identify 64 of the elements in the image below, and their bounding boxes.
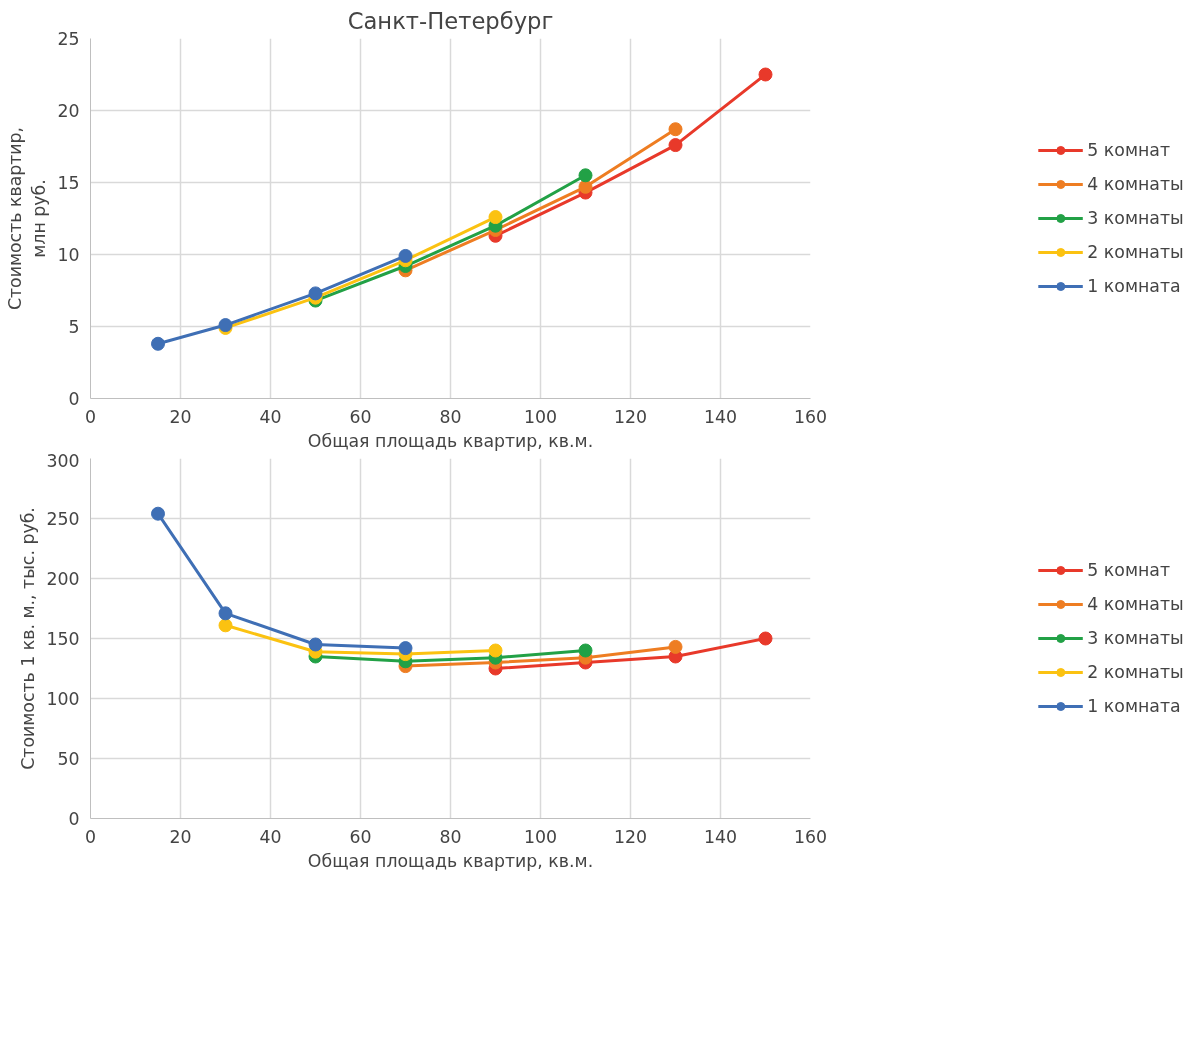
y-tick-label: 100 [46, 689, 80, 709]
x-tick-label: 100 [523, 406, 558, 427]
point [578, 168, 593, 183]
x-tick-label: 120 [613, 406, 648, 427]
y-tick-label: 10 [57, 245, 80, 265]
point [668, 639, 683, 654]
legend-label: 3 комнаты [1087, 628, 1184, 648]
legend-label: 2 комнаты [1087, 662, 1184, 682]
chart-title: Санкт-Петербург [347, 7, 554, 34]
x-tick-label: 140 [703, 406, 738, 427]
point [488, 643, 503, 658]
point [578, 643, 593, 658]
point [398, 248, 413, 263]
x-tick-label: 160 [793, 826, 828, 847]
x-axis-title: Общая площадь квартир, кв.м. [307, 850, 594, 871]
x-tick-label: 0 [84, 826, 97, 847]
legend-label: 4 комнаты [1087, 174, 1184, 194]
x-tick-label: 40 [259, 826, 282, 847]
y-tick-label: 200 [46, 569, 80, 589]
y-tick-label: 0 [68, 809, 80, 829]
x-tick-label: 20 [169, 406, 192, 427]
point [488, 210, 503, 225]
legend-label: 5 комнат [1087, 140, 1171, 160]
y-tick-label: 20 [57, 101, 80, 121]
point [151, 336, 165, 351]
x-tick-label: 160 [793, 406, 828, 427]
y-axis-title: Стоимость квартир, млн руб. [5, 126, 50, 311]
legend-label: 2 комнаты [1087, 242, 1184, 262]
y-tick-label: 5 [68, 317, 80, 337]
y-tick-label: 25 [57, 29, 80, 49]
point [668, 122, 683, 137]
legend-label: 3 комнаты [1087, 208, 1184, 228]
x-tick-label: 20 [169, 826, 192, 847]
x-tick-label: 120 [613, 826, 648, 847]
x-tick-label: 60 [349, 826, 372, 847]
legend-label: 5 комнат [1087, 560, 1171, 580]
point [308, 637, 323, 652]
y-tick-label: 150 [46, 629, 80, 649]
legend-label: 1 комната [1087, 696, 1181, 716]
point [218, 618, 233, 633]
legend-label: 1 комната [1087, 276, 1181, 296]
x-tick-label: 80 [439, 826, 462, 847]
point [151, 506, 165, 521]
point [758, 67, 773, 82]
x-tick-label: 140 [703, 826, 738, 847]
point [578, 179, 593, 194]
y-tick-label: 0 [68, 389, 80, 409]
y-tick-label: 300 [46, 450, 80, 471]
legend-label: 4 комнаты [1087, 594, 1184, 614]
x-tick-label: 40 [259, 406, 282, 427]
y-tick-label: 15 [57, 173, 80, 193]
x-tick-label: 100 [523, 826, 558, 847]
y-axis-title: Стоимость 1 кв. м., тыс. руб. [18, 507, 39, 770]
point [668, 138, 683, 153]
x-tick-label: 60 [349, 406, 372, 427]
x-tick-label: 0 [84, 406, 97, 427]
y-tick-label: 50 [57, 749, 80, 769]
y-tick-label: 250 [46, 509, 80, 529]
x-tick-label: 80 [439, 406, 462, 427]
point [308, 286, 323, 301]
point [758, 631, 773, 646]
x-axis-title: Общая площадь квартир, кв.м. [307, 430, 594, 451]
point [398, 641, 413, 656]
point [218, 606, 233, 621]
